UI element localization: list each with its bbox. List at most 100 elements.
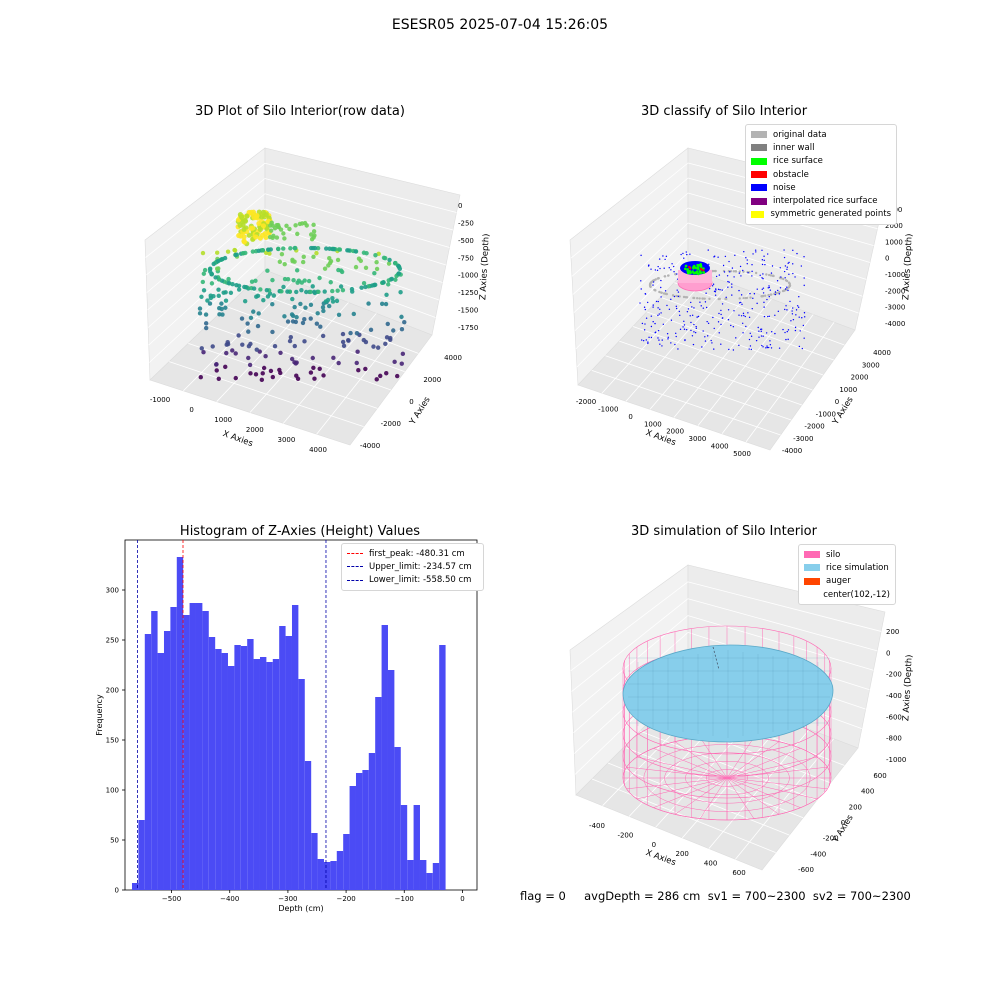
original-data-point [771,274,775,278]
raw-data-point [244,213,250,219]
legend-line-swatch [347,579,363,581]
classify-ztick: -1000 [885,271,905,279]
original-data-point [773,292,776,296]
original-data-point [652,279,655,282]
legend-swatch [804,577,820,585]
noise-point [756,288,758,290]
histogram-bar [221,653,228,890]
noise-point [744,315,746,318]
silo-floor-ring [664,752,790,804]
noise-point [742,332,744,334]
raw-data-point [260,221,267,227]
noise-point [685,251,687,253]
raw-data-point [372,282,377,288]
obstacle-point [699,267,703,271]
original-data-point [711,269,714,273]
raw-data-point [216,293,221,299]
raw-data-point [315,289,320,295]
legend-label: obstacle [773,169,809,180]
noise-point [698,283,700,286]
raw-data-point [215,275,221,280]
original-data-point [653,288,656,292]
raw-data-point [382,256,388,261]
original-data-point [779,276,783,280]
noise-point [654,331,656,334]
original-data-point [692,296,695,300]
original-data-point [674,273,677,276]
rice-surface-point [694,271,698,274]
histogram-bar [349,786,356,890]
legend-label: noise [773,182,796,193]
noise-point [642,339,645,342]
raw-data-point [208,293,213,298]
noise-point [690,301,692,304]
rice-surface-point [694,266,697,269]
noise-point [728,260,730,263]
raw-data-point [228,290,234,295]
raw-data-point [287,226,292,232]
legend-entry: center(102,-12) [804,588,890,601]
raw-data-point [346,337,351,343]
raw-data-point [389,276,395,282]
noise-point [720,309,722,312]
noise-point [676,273,678,275]
simulation-ytick: 400 [861,788,874,796]
histogram-title: Histogram of Z-Axies (Height) Values [179,524,421,539]
noise-point [738,289,740,292]
raw-data-point [219,257,224,262]
noise-point [802,324,805,327]
noise-point [652,306,654,308]
noise-point [650,315,653,317]
raw-data-point [269,228,274,233]
legend-entry: Upper_limit: -234.57 cm [347,560,478,573]
noise-point [728,281,730,283]
raw-data-point [216,277,222,282]
raw-xtick: 4000 [309,446,327,454]
noise-point [774,293,777,296]
silo-floor-spoke [726,741,780,779]
raw-data-point [248,341,253,347]
raw-data-point [287,289,292,294]
raw-data-point [214,266,220,271]
raw-data-point [252,231,258,237]
histogram-bar [234,645,241,890]
rice-surface-point [693,271,696,275]
classify-xtick: 3000 [689,435,707,443]
original-data-point [649,282,652,285]
silo-floor-spoke [626,766,728,779]
original-data-point [656,277,660,280]
raw-data-point [251,226,258,232]
noise-point [722,264,725,267]
raw-data-point [299,280,305,285]
classify-ytick: -4000 [782,447,802,455]
noise-point [670,298,672,301]
noise-point [753,293,756,295]
raw-data-point [331,246,336,252]
rice-surface-point [686,270,690,274]
raw-data-point [264,225,270,231]
simulation-zlabel: Z Axies (Depth) [901,654,914,721]
legend-entry: interpolated rice surface [751,194,891,207]
raw-data-point [295,231,300,237]
noise-point [763,315,766,318]
classify-xtick: 0 [628,413,632,421]
silo-floor-spoke [636,756,728,779]
noise-point [717,321,720,323]
original-data-point [718,297,722,301]
silo-floor-spoke [726,777,828,790]
raw-data-point [330,295,335,301]
noise-point [751,263,753,266]
noise-point [639,302,641,304]
raw-data-point [242,284,247,290]
raw-data-point [368,327,374,333]
raw-data-point [201,271,207,276]
raw-data-point [233,252,238,258]
original-data-point [658,290,661,294]
raw-data-point [240,342,245,347]
raw-ytick: 0 [409,398,413,406]
rice-surface-point [696,263,699,267]
noise-point [721,289,723,291]
raw-data-point [383,341,388,347]
noise-point [708,287,711,290]
original-data-point [685,271,688,274]
